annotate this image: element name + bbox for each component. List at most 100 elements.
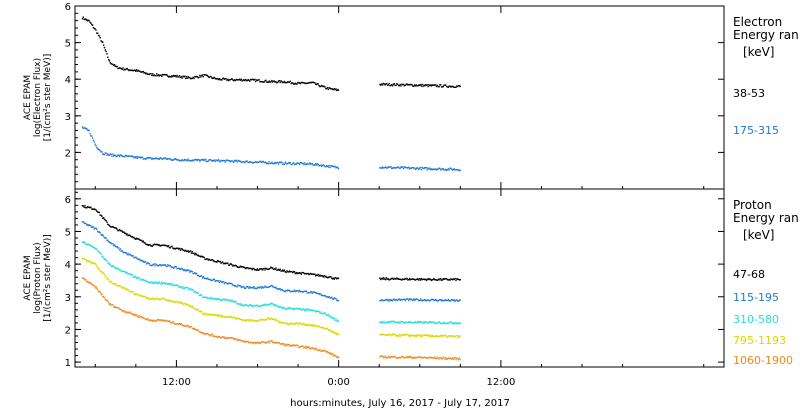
data-point [228,337,230,339]
data-point [186,160,188,162]
data-point [274,342,276,344]
data-point [403,298,406,300]
data-point [272,162,275,165]
data-point [446,169,449,171]
data-point [146,296,149,299]
data-point [399,167,401,169]
data-point [262,319,264,321]
data-point [256,304,259,306]
data-point [401,321,403,323]
data-point [315,325,318,327]
data-point [322,327,324,329]
data-point [198,76,200,78]
data-point [276,319,278,321]
data-point [100,253,102,255]
data-point [115,306,117,309]
data-point [131,290,133,293]
data-point [178,285,181,288]
data-point [414,334,417,337]
data-point [206,313,209,315]
data-point [184,325,187,327]
data-point [156,243,158,246]
data-point [208,313,210,315]
data-point [101,41,103,43]
data-point [124,270,126,273]
data-point [420,85,422,87]
data-point [436,356,439,358]
data-point [320,165,323,168]
data-point [322,294,324,297]
data-point [380,321,382,323]
data-point [254,319,256,322]
data-point [429,300,431,302]
data-point [291,163,293,166]
data-point [194,272,196,274]
data-point [115,227,117,229]
data-point [238,79,240,81]
data-point [335,318,337,320]
data-point [268,318,270,320]
data-point [334,355,336,357]
data-point [310,309,313,312]
data-point [386,299,389,301]
data-point [434,299,436,302]
data-point [424,298,426,301]
data-point [435,279,437,281]
data-point [193,252,195,254]
data-point [380,84,382,86]
data-point [309,348,312,350]
data-point [309,324,311,326]
data-point [166,320,168,322]
data-point [407,333,409,336]
data-point [267,163,270,165]
data-point [103,296,106,299]
data-point [385,166,387,168]
data-point [259,319,261,321]
data-point [215,335,217,338]
data-point [167,264,169,266]
data-point [180,323,182,325]
data-point [99,270,101,272]
data-point [324,350,326,352]
data-point [271,317,273,320]
data-point [401,299,403,301]
data-point [102,41,104,44]
data-point [285,322,287,325]
data-point [433,357,435,359]
data-point [299,82,302,85]
data-point [248,79,250,81]
data-point [247,340,249,343]
data-point [113,266,116,269]
data-point [203,333,205,335]
data-point [236,303,238,305]
data-point [171,245,173,247]
data-point [100,271,102,273]
data-point [220,316,222,318]
data-point [169,247,171,249]
data-point [391,277,393,280]
data-point [457,278,460,280]
data-point [215,261,217,263]
data-point [168,320,170,322]
data-point [298,346,300,349]
data-point [304,324,307,326]
data-point [213,313,215,316]
data-point [239,285,242,287]
data-point [417,335,419,337]
data-point [182,325,184,327]
data-point [283,307,286,309]
data-point [208,297,210,299]
data-point [203,277,205,279]
data-point [98,149,101,151]
data-point [109,62,111,64]
data-point [123,155,125,158]
data-point [249,318,251,321]
data-point [322,164,324,166]
data-point [195,292,198,294]
data-point [422,278,424,280]
data-point [331,296,333,298]
data-point [449,357,451,360]
data-point [437,335,439,337]
data-point [255,320,258,322]
data-point [208,334,210,336]
